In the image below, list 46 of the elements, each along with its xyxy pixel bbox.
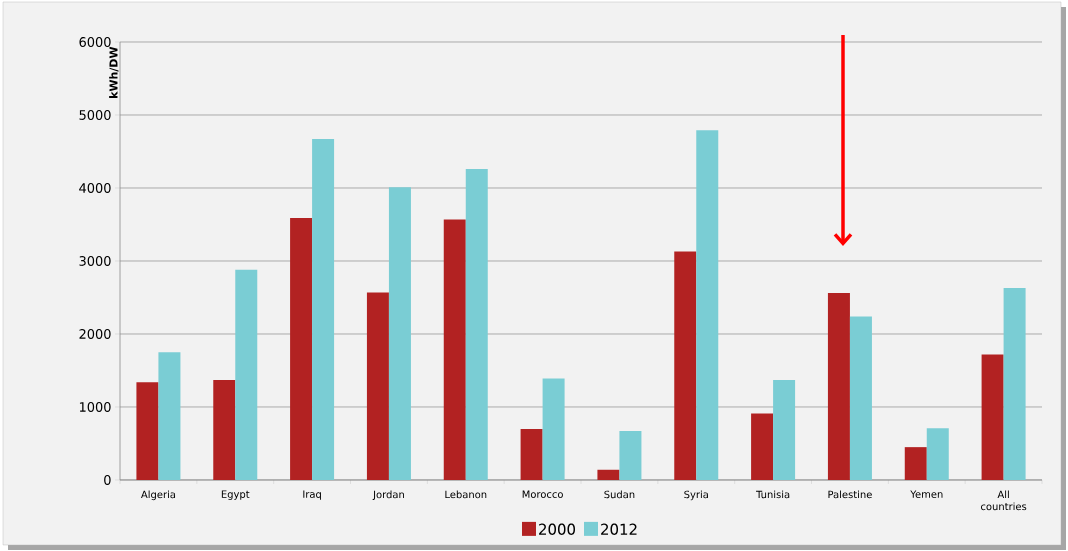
bar	[312, 139, 335, 480]
x-tick-label: Iraq	[303, 490, 321, 500]
bar	[674, 251, 697, 480]
bar	[213, 379, 236, 480]
bar	[366, 292, 389, 480]
bar	[520, 428, 543, 480]
y-tick-label: 4000	[79, 183, 111, 193]
x-tick-label: Jordan	[372, 490, 404, 501]
x-tick-label: Yemen	[910, 490, 943, 498]
bar	[465, 169, 488, 480]
bar	[542, 378, 565, 480]
legend-label: 2000	[539, 523, 576, 535]
x-tick-label: Egypt	[221, 490, 250, 500]
bar	[773, 379, 796, 480]
bar	[926, 428, 949, 480]
x-tick-label: Lebanon	[445, 490, 487, 499]
bar	[1003, 288, 1026, 480]
x-tick-label: Sudan	[604, 490, 635, 499]
bar	[290, 217, 313, 480]
y-tick-label: 1000	[79, 402, 111, 412]
y-tick-label: 3000	[79, 256, 111, 266]
bar	[136, 382, 159, 480]
y-axis-title: kWh/DW	[109, 46, 119, 98]
bar	[904, 447, 927, 480]
y-tick-label: 6000	[79, 37, 111, 47]
bar	[696, 130, 719, 480]
bar	[443, 219, 466, 480]
legend-label: 2012	[601, 523, 637, 535]
bar	[158, 352, 181, 480]
bar	[981, 354, 1004, 480]
y-tick-label: 5000	[79, 110, 111, 120]
bar	[751, 413, 774, 480]
x-tick-label: Morocco	[522, 490, 563, 498]
bar	[235, 269, 258, 480]
bar	[619, 431, 642, 480]
bar	[849, 316, 872, 480]
y-tick-label: 2000	[79, 329, 111, 339]
bar	[388, 187, 411, 480]
bar	[597, 469, 620, 480]
x-tick-label: Palestine	[828, 490, 872, 499]
x-tick-label: Tunisia	[756, 490, 790, 499]
x-tick-label: Algeria	[141, 490, 176, 501]
y-tick-label: 0	[104, 475, 111, 485]
bar	[827, 293, 850, 480]
x-tick-label: All countries	[981, 490, 1027, 511]
x-tick-label: Syria	[684, 490, 708, 501]
